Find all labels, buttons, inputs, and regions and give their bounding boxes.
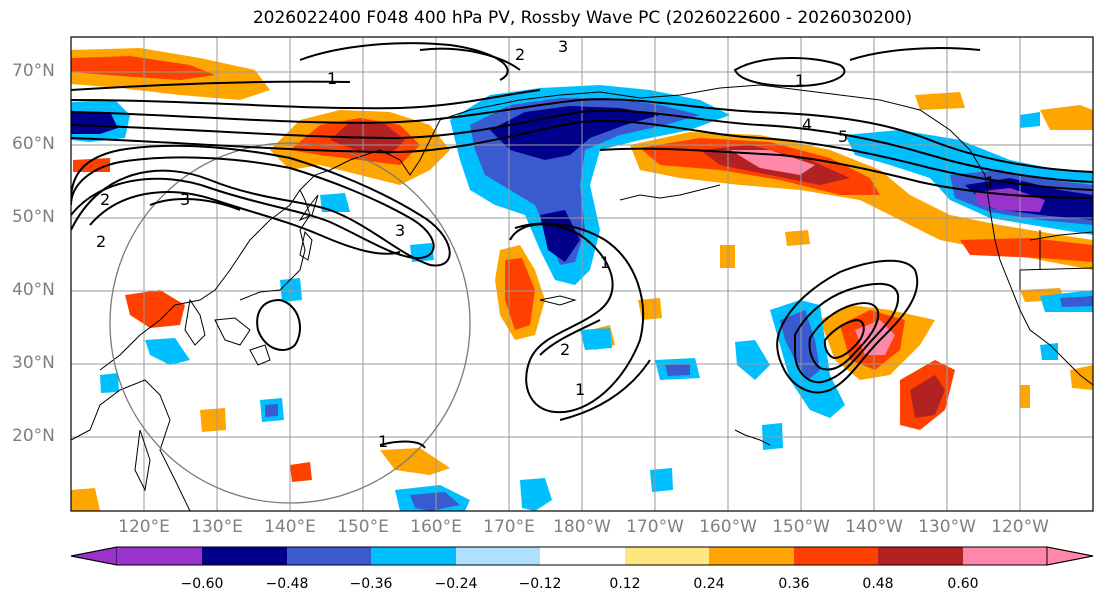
lon-label-170e: 170°E (483, 517, 535, 537)
colorbar-tick-label: −0.36 (349, 576, 393, 592)
lon-label-140e: 140°E (264, 517, 316, 537)
colorbar-bin (371, 547, 456, 565)
contour-label: 1 (327, 69, 337, 88)
lat-label-30n: 30°N (12, 353, 55, 373)
lon-label-150e: 150°E (337, 517, 389, 537)
colorbar-tick-label: −0.60 (180, 576, 224, 592)
lon-label-150w: 150°W (772, 517, 830, 537)
map-frame (70, 36, 1094, 512)
contour-label: 5 (838, 127, 848, 146)
colorbar-tick-label: 0.48 (862, 576, 894, 592)
colorbar-bin (794, 547, 878, 565)
contour-labels: 1 2 3 2 1 2 3 4 5 1 1 1 2 3 1 (96, 37, 995, 451)
colorbar-tick-label: 0.36 (778, 576, 810, 592)
colorbar-arrow-right (1046, 546, 1094, 566)
contour-label: 2 (515, 45, 525, 64)
colorbar-bin (117, 547, 202, 565)
colorbar-bin (709, 547, 794, 565)
lon-label-160w: 160°W (699, 517, 757, 537)
lat-label-70n: 70°N (12, 61, 55, 81)
colorbar-outline (70, 546, 1094, 566)
contour-label: 1 (378, 432, 388, 451)
colorbar-tick-label: −0.48 (265, 576, 309, 592)
contour-label: 1 (795, 71, 805, 90)
lat-label-60n: 60°N (12, 134, 55, 154)
colorbar (70, 546, 1094, 566)
pv-contours (71, 42, 1093, 449)
colorbar-tick-label: −0.24 (434, 576, 478, 592)
colorbar-bin (456, 547, 540, 565)
contour-label: 2 (96, 232, 106, 251)
colorbar-tick-label: 0.12 (609, 576, 641, 592)
colorbar-bin (878, 547, 963, 565)
contour-label: 1 (600, 253, 610, 272)
contour-label: 1 (575, 380, 585, 399)
lon-label-120w: 120°W (991, 517, 1049, 537)
contour-label: 3 (180, 190, 190, 209)
contour-label: 1 (985, 173, 995, 192)
colorbar-arrow-left (70, 546, 118, 566)
colorbar-tick-label: −0.12 (518, 576, 562, 592)
lat-label-20n: 20°N (12, 426, 55, 446)
reference-circle (109, 142, 471, 504)
lon-label-130w: 130°W (918, 517, 976, 537)
contour-label: 2 (560, 340, 570, 359)
contour-label: 4 (802, 115, 812, 134)
contour-label: 3 (558, 37, 568, 56)
colorbar-bin (625, 547, 709, 565)
colorbar-bin (287, 547, 371, 565)
lon-label-130e: 130°E (191, 517, 243, 537)
map-title: 2026022400 F048 400 hPa PV, Rossby Wave … (252, 8, 913, 28)
lat-label-40n: 40°N (12, 280, 55, 300)
lon-label-170w: 170°W (626, 517, 684, 537)
colorbar-tick-label: 0.60 (947, 576, 979, 592)
contour-label: 3 (395, 221, 405, 240)
lon-label-160e: 160°E (410, 517, 462, 537)
lat-label-50n: 50°N (12, 207, 55, 227)
contour-label: 2 (100, 190, 110, 209)
lon-label-180w: 180°W (553, 517, 611, 537)
colorbar-bin (963, 547, 1047, 565)
colorbar-tick-label: 0.24 (693, 576, 725, 592)
lon-label-120e: 120°E (118, 517, 170, 537)
lon-label-140w: 140°W (845, 517, 903, 537)
colorbar-bin (202, 547, 287, 565)
colorbar-bin (540, 547, 625, 565)
